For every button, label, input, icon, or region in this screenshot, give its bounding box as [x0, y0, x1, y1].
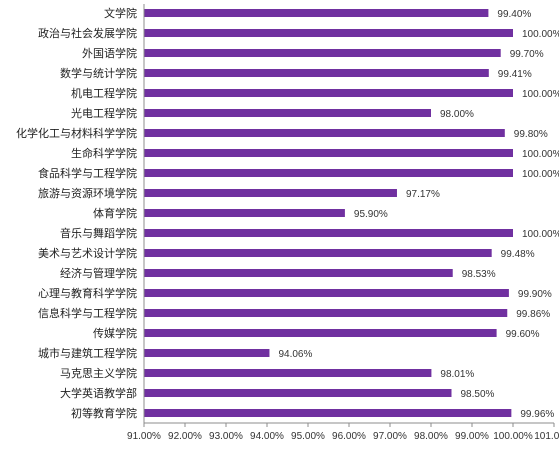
category-label: 政治与社会发展学院 [38, 26, 137, 40]
value-label: 99.70% [510, 49, 544, 60]
value-label: 97.17% [406, 189, 440, 200]
value-label: 100.00% [522, 229, 559, 240]
value-label: 94.06% [278, 349, 312, 360]
value-label: 99.80% [514, 129, 548, 140]
category-label: 初等教育学院 [71, 406, 137, 420]
bars-group [144, 9, 513, 417]
value-label: 100.00% [522, 29, 559, 40]
category-label: 机电工程学院 [71, 86, 137, 100]
bar [144, 229, 513, 237]
x-tick-label: 94.00% [250, 431, 284, 442]
value-label: 99.96% [520, 409, 554, 420]
bar [144, 249, 492, 257]
category-label: 城市与建筑工程学院 [38, 346, 137, 360]
bar [144, 109, 431, 117]
value-label: 100.00% [522, 89, 559, 100]
bar [144, 309, 508, 317]
x-tick-label: 101.00% [534, 431, 559, 442]
category-label: 大学英语教学部 [60, 386, 137, 400]
bar [144, 289, 509, 297]
value-label: 99.40% [497, 9, 531, 20]
value-label: 99.41% [498, 69, 532, 80]
category-label: 马克思主义学院 [60, 366, 137, 380]
value-label: 99.86% [516, 309, 550, 320]
bar [144, 69, 489, 77]
value-label: 100.00% [522, 149, 559, 160]
x-tick-label: 99.00% [455, 431, 489, 442]
category-label: 外国语学院 [82, 46, 137, 60]
value-label: 98.50% [461, 389, 495, 400]
category-label: 化学化工与材料科学学院 [16, 126, 137, 140]
bar [144, 329, 497, 337]
bar [144, 89, 513, 97]
x-tick-label: 100.00% [493, 431, 533, 442]
bar [144, 129, 505, 137]
value-label: 95.90% [354, 209, 388, 220]
bar [144, 209, 345, 217]
category-label: 传媒学院 [93, 326, 137, 340]
bar [144, 169, 513, 177]
category-labels: 文学院政治与社会发展学院外国语学院数学与统计学院机电工程学院光电工程学院化学化工… [16, 6, 137, 420]
value-label: 99.90% [518, 289, 552, 300]
category-label: 生命科学学院 [71, 146, 137, 160]
value-label: 98.53% [462, 269, 496, 280]
x-tick-label: 95.00% [291, 431, 325, 442]
x-tick-label: 96.00% [332, 431, 366, 442]
value-label: 99.48% [501, 249, 535, 260]
category-label: 音乐与舞蹈学院 [60, 226, 137, 240]
value-labels: 99.40% 100.00% 99.70% 99.41% 100.00% 98.00% 99… [278, 9, 559, 420]
x-axis-ticks: 91.00% 92.00% 93.00% 94.00% 95.00% 96.00% 97.0… [127, 423, 559, 442]
bar [144, 49, 501, 57]
category-label: 信息科学与工程学院 [38, 306, 137, 320]
value-label: 99.60% [506, 329, 540, 340]
value-label: 98.00% [440, 109, 474, 120]
bar [144, 29, 513, 37]
bar [144, 9, 489, 17]
x-tick-label: 92.00% [168, 431, 202, 442]
value-label: 98.01% [440, 369, 474, 380]
category-label: 心理与教育科学学院 [38, 286, 137, 300]
category-label: 旅游与资源环境学院 [38, 186, 137, 200]
bar [144, 349, 270, 357]
category-label: 经济与管理学院 [60, 266, 137, 280]
value-label: 100.00% [522, 169, 559, 180]
x-tick-label: 97.00% [373, 431, 407, 442]
category-label: 光电工程学院 [71, 106, 137, 120]
bar [144, 189, 397, 197]
category-label: 文学院 [104, 6, 137, 20]
x-tick-label: 93.00% [209, 431, 243, 442]
category-label: 美术与艺术设计学院 [38, 246, 137, 260]
bar [144, 149, 513, 157]
bar [144, 269, 453, 277]
x-tick-label: 91.00% [127, 431, 161, 442]
bar [144, 409, 512, 417]
x-tick-label: 98.00% [414, 431, 448, 442]
category-label: 食品科学与工程学院 [38, 166, 137, 180]
bar [144, 369, 432, 377]
category-label: 体育学院 [93, 206, 137, 220]
bar [144, 389, 452, 397]
category-label: 数学与统计学院 [60, 66, 137, 80]
